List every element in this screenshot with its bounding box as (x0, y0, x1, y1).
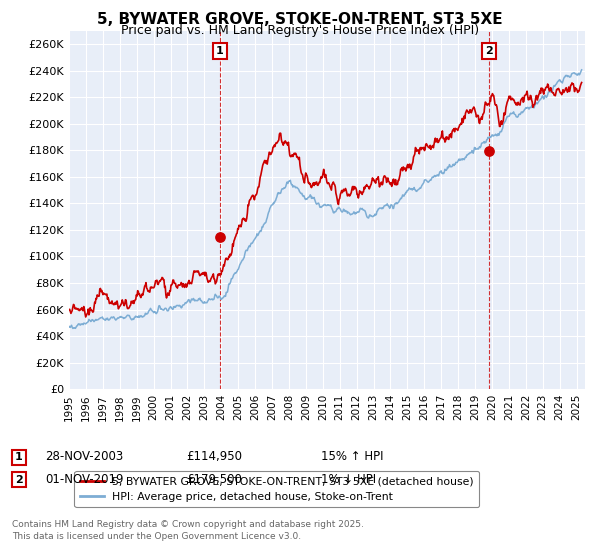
Text: Price paid vs. HM Land Registry's House Price Index (HPI): Price paid vs. HM Land Registry's House … (121, 24, 479, 36)
Text: 5, BYWATER GROVE, STOKE-ON-TRENT, ST3 5XE: 5, BYWATER GROVE, STOKE-ON-TRENT, ST3 5X… (97, 12, 503, 27)
Text: Contains HM Land Registry data © Crown copyright and database right 2025.
This d: Contains HM Land Registry data © Crown c… (12, 520, 364, 541)
Text: 1% ↓ HPI: 1% ↓ HPI (321, 473, 376, 486)
Point (484, 147, 494, 156)
Text: 28-NOV-2003: 28-NOV-2003 (45, 450, 123, 463)
Text: 2: 2 (485, 46, 493, 55)
Text: £114,950: £114,950 (186, 450, 242, 463)
Point (215, 232, 225, 241)
Text: 2: 2 (15, 475, 23, 485)
Text: £179,500: £179,500 (186, 473, 242, 486)
Text: 01-NOV-2019: 01-NOV-2019 (45, 473, 124, 486)
Text: 15% ↑ HPI: 15% ↑ HPI (321, 450, 383, 463)
Text: 1: 1 (216, 46, 224, 55)
Legend: 5, BYWATER GROVE, STOKE-ON-TRENT, ST3 5XE (detached house), HPI: Average price, : 5, BYWATER GROVE, STOKE-ON-TRENT, ST3 5X… (74, 471, 479, 507)
Text: 1: 1 (15, 452, 23, 463)
